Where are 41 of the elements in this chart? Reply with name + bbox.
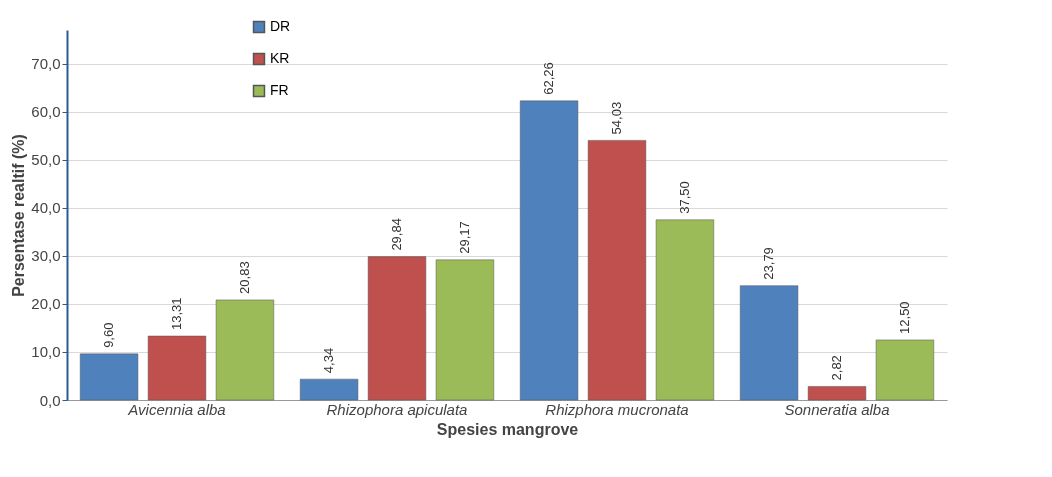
data-label: 62,26	[541, 62, 557, 95]
x-tick-label: Avicennia alba	[127, 400, 226, 418]
data-label: 29,17	[456, 221, 472, 254]
bar	[587, 140, 647, 401]
bar	[79, 353, 139, 401]
data-label: 23,79	[761, 247, 777, 280]
bar	[807, 386, 867, 401]
legend-label: FR	[270, 82, 289, 98]
y-tick-label: 60,0	[31, 103, 61, 121]
data-label: 54,03	[609, 101, 624, 135]
bar	[435, 259, 495, 401]
data-label: 20,83	[236, 261, 252, 294]
x-tick-label: Rhizophora apiculata	[326, 400, 468, 418]
y-axis-title: Persentase realtif (%)	[10, 134, 28, 297]
y-tick-label: 70,0	[31, 55, 61, 73]
bar	[875, 339, 935, 401]
x-tick-label: Sonneratia alba	[784, 400, 890, 418]
y-tick-label: 0,0	[39, 391, 61, 409]
x-tick-label: Rhizphora mucronata	[545, 400, 689, 418]
bar	[519, 100, 579, 401]
data-label: 2,82	[829, 355, 844, 381]
bar	[215, 299, 275, 401]
bar	[299, 378, 359, 401]
data-label: 9,60	[101, 322, 117, 348]
bar	[655, 219, 715, 401]
y-tick-label: 20,0	[31, 295, 61, 313]
legend-label: KR	[270, 50, 290, 66]
data-label: 4,34	[321, 347, 337, 374]
bar	[147, 335, 207, 401]
bar	[367, 256, 427, 401]
y-tick-label: 50,0	[31, 151, 61, 169]
x-axis-title: Spesies mangrove	[436, 420, 579, 438]
legend-label: DR	[270, 18, 291, 34]
y-tick-label: 10,0	[31, 343, 61, 361]
bar	[739, 285, 799, 401]
data-label: 29,84	[389, 218, 404, 251]
data-label: 37,50	[676, 181, 692, 214]
data-label: 13,31	[169, 297, 184, 331]
y-tick-label: 30,0	[31, 247, 61, 265]
y-tick-label: 40,0	[31, 199, 61, 217]
data-label: 12,50	[896, 301, 912, 334]
